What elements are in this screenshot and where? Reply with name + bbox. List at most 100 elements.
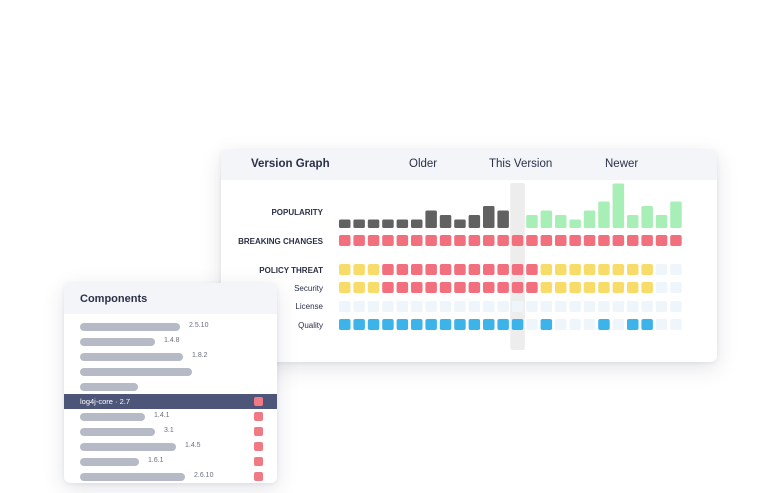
- row-label-license: License: [295, 302, 323, 311]
- component-row[interactable]: 2.6.10: [64, 469, 277, 484]
- security-cell: [641, 282, 653, 293]
- breaking-cell: [612, 235, 625, 246]
- policy-cell: [612, 264, 625, 275]
- components-header: Components: [64, 283, 277, 314]
- popularity-bar: [411, 219, 423, 228]
- policy-cell: [439, 264, 452, 275]
- policy-cell: [425, 264, 437, 275]
- license-cell: [353, 301, 365, 312]
- component-version: 1.4.8: [164, 337, 180, 344]
- policy-cell: [511, 264, 524, 275]
- security-cell: [439, 282, 452, 293]
- security-cell: [454, 282, 466, 293]
- quality-cell: [339, 319, 351, 330]
- vulnerability-flag-icon: [254, 427, 263, 436]
- quality-cell: [670, 319, 682, 330]
- popularity-bar: [483, 206, 495, 228]
- quality-cell: [439, 319, 452, 330]
- component-name: log4j-core · 2.7: [80, 397, 131, 406]
- license-cell: [483, 301, 495, 312]
- vulnerability-flag-icon: [254, 412, 263, 421]
- version-graph-chart: POPULARITY BREAKING CHANGES POLICY THREAT S…: [238, 183, 682, 350]
- quality-cell: [454, 319, 466, 330]
- component-row[interactable]: 1.6.1: [64, 454, 277, 469]
- breaking-cell: [555, 235, 567, 246]
- quality-cell: [612, 319, 625, 330]
- popularity-bar: [454, 219, 466, 228]
- breaking-cell: [670, 235, 682, 246]
- component-row[interactable]: 3.1: [64, 424, 277, 439]
- license-cell: [555, 301, 567, 312]
- license-cell: [425, 301, 437, 312]
- popularity-bar: [339, 219, 351, 228]
- component-row[interactable]: 1.4.1: [64, 409, 277, 424]
- component-row[interactable]: [64, 379, 277, 394]
- row-label-breaking: BREAKING CHANGES: [238, 237, 324, 246]
- security-cell: [612, 282, 625, 293]
- component-row[interactable]: 1.8.2: [64, 349, 277, 364]
- component-name-placeholder: [80, 383, 138, 391]
- popularity-bar: [598, 201, 610, 228]
- breaking-cell: [339, 235, 351, 246]
- license-cell: [670, 301, 682, 312]
- component-version: 1.4.5: [185, 442, 201, 449]
- this-version-label: This Version: [489, 158, 553, 170]
- component-row[interactable]: 2.5.10: [64, 319, 277, 334]
- component-row[interactable]: 1.4.8: [64, 334, 277, 349]
- vulnerability-flag-icon: [254, 442, 263, 451]
- policy-cell: [468, 264, 481, 275]
- popularity-bar: [468, 215, 481, 228]
- older-label: Older: [409, 158, 438, 170]
- license-cell: [627, 301, 639, 312]
- policy-cell: [454, 264, 466, 275]
- quality-cell: [569, 319, 581, 330]
- breaking-cell: [497, 235, 509, 246]
- component-row[interactable]: [64, 364, 277, 379]
- component-version: 1.4.1: [154, 412, 170, 419]
- license-cell: [641, 301, 653, 312]
- popularity-bar: [396, 219, 409, 228]
- breaking-cell: [569, 235, 581, 246]
- security-cell: [353, 282, 365, 293]
- quality-cell: [425, 319, 437, 330]
- license-cell: [655, 301, 668, 312]
- policy-cell: [670, 264, 682, 275]
- component-name-placeholder: [80, 368, 192, 376]
- license-cell: [339, 301, 351, 312]
- license-cell: [396, 301, 409, 312]
- component-row[interactable]: 1.4.5: [64, 439, 277, 454]
- component-row-selected[interactable]: log4j-core · 2.7: [64, 394, 277, 409]
- policy-cell: [526, 264, 538, 275]
- license-cell: [367, 301, 380, 312]
- security-cell: [396, 282, 409, 293]
- policy-cell: [555, 264, 567, 275]
- policy-cell: [655, 264, 668, 275]
- license-cell: [612, 301, 625, 312]
- policy-cell: [339, 264, 351, 275]
- policy-cell: [641, 264, 653, 275]
- popularity-bar: [583, 210, 596, 228]
- breaking-cell: [511, 235, 524, 246]
- breaking-cell: [382, 235, 394, 246]
- policy-cell: [540, 264, 553, 275]
- policy-cell: [627, 264, 639, 275]
- security-cell: [511, 282, 524, 293]
- popularity-bar: [569, 219, 581, 228]
- popularity-bar: [627, 215, 639, 228]
- breaking-cell: [641, 235, 653, 246]
- security-cell: [468, 282, 481, 293]
- license-cell: [454, 301, 466, 312]
- security-cell: [483, 282, 495, 293]
- license-cell: [468, 301, 481, 312]
- component-name-placeholder: [80, 353, 183, 361]
- license-cell: [598, 301, 610, 312]
- security-cell: [382, 282, 394, 293]
- popularity-bar: [540, 210, 553, 228]
- policy-cell: [353, 264, 365, 275]
- security-cell: [655, 282, 668, 293]
- license-cell: [511, 301, 524, 312]
- license-cell: [526, 301, 538, 312]
- quality-cell: [468, 319, 481, 330]
- quality-cell: [511, 319, 524, 330]
- breaking-cell: [396, 235, 409, 246]
